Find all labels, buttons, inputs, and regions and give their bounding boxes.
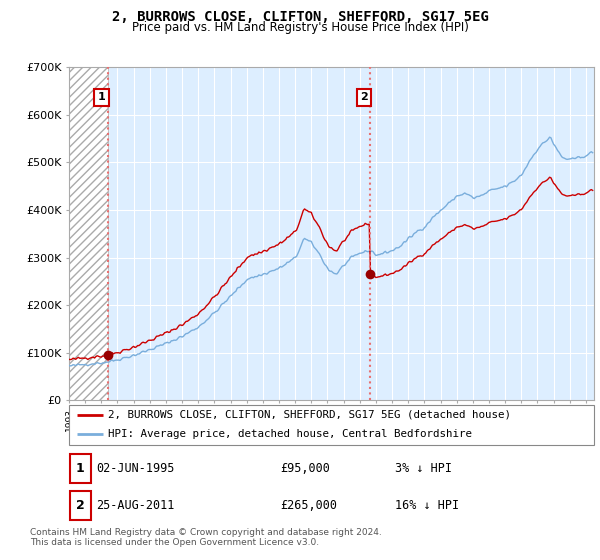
FancyBboxPatch shape bbox=[70, 491, 91, 520]
Text: 2: 2 bbox=[360, 92, 368, 102]
Text: 1: 1 bbox=[76, 461, 85, 475]
Text: HPI: Average price, detached house, Central Bedfordshire: HPI: Average price, detached house, Cent… bbox=[109, 429, 472, 439]
Text: 25-AUG-2011: 25-AUG-2011 bbox=[96, 499, 175, 512]
Text: Price paid vs. HM Land Registry's House Price Index (HPI): Price paid vs. HM Land Registry's House … bbox=[131, 21, 469, 34]
Text: 02-JUN-1995: 02-JUN-1995 bbox=[96, 461, 175, 475]
Text: 16% ↓ HPI: 16% ↓ HPI bbox=[395, 499, 459, 512]
Text: 2: 2 bbox=[76, 499, 85, 512]
Text: 1: 1 bbox=[98, 92, 106, 102]
Text: 2, BURROWS CLOSE, CLIFTON, SHEFFORD, SG17 5EG (detached house): 2, BURROWS CLOSE, CLIFTON, SHEFFORD, SG1… bbox=[109, 410, 511, 420]
FancyBboxPatch shape bbox=[70, 454, 91, 483]
FancyBboxPatch shape bbox=[69, 405, 594, 445]
Text: £265,000: £265,000 bbox=[280, 499, 337, 512]
Text: 3% ↓ HPI: 3% ↓ HPI bbox=[395, 461, 452, 475]
Text: 2, BURROWS CLOSE, CLIFTON, SHEFFORD, SG17 5EG: 2, BURROWS CLOSE, CLIFTON, SHEFFORD, SG1… bbox=[112, 10, 488, 24]
Text: £95,000: £95,000 bbox=[280, 461, 330, 475]
Text: Contains HM Land Registry data © Crown copyright and database right 2024.
This d: Contains HM Land Registry data © Crown c… bbox=[30, 528, 382, 547]
